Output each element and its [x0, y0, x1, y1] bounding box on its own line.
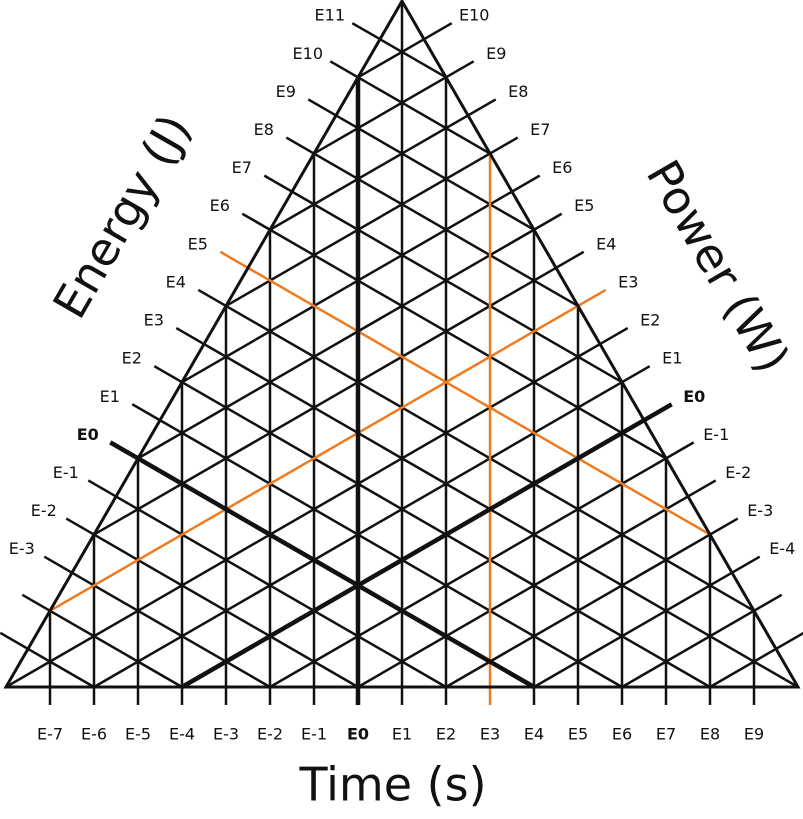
time-label: E-6 [81, 725, 107, 744]
energy-line [263, 174, 623, 384]
power-line [357, 479, 717, 689]
power-line [357, 22, 453, 79]
energy-label: E-1 [53, 463, 79, 482]
energy-line [0, 631, 95, 689]
time-label: E0 [347, 725, 369, 744]
power-label: E-1 [703, 425, 729, 444]
power-label: E0 [683, 387, 705, 406]
power-line [709, 631, 803, 689]
time-label: E6 [612, 725, 632, 744]
power-line [621, 593, 783, 689]
power-label: E-2 [725, 463, 751, 482]
time-label: E-2 [257, 725, 283, 744]
time-label: E8 [700, 725, 720, 744]
energy-label: E4 [166, 272, 186, 291]
power-label: E9 [486, 44, 506, 63]
energy-line [65, 517, 359, 689]
energy-line [197, 288, 755, 612]
power-label: E5 [574, 196, 594, 215]
power-label: E-3 [747, 501, 773, 520]
power-line [269, 98, 497, 231]
power-label: E4 [596, 234, 616, 253]
energy-line [351, 22, 447, 79]
energy-line [131, 403, 623, 689]
energy-label: E10 [293, 44, 323, 63]
power-label: E7 [530, 120, 550, 139]
energy-label: E-2 [31, 501, 57, 520]
time-label: E7 [656, 725, 676, 744]
time-label: E-7 [37, 725, 63, 744]
energy-line [21, 593, 183, 689]
energy-label: E7 [232, 158, 252, 177]
power-label: E1 [662, 349, 682, 368]
energy-line [219, 250, 711, 536]
power-label: E6 [552, 158, 572, 177]
power-line [49, 288, 607, 612]
power-label: E8 [508, 82, 528, 101]
grid [0, 0, 803, 705]
energy-label: E5 [188, 234, 208, 253]
power-title: Power (W) [636, 151, 800, 382]
energy-label: E8 [254, 120, 274, 139]
energy-label: E1 [100, 387, 120, 406]
energy-line [153, 365, 711, 689]
energy-label: E6 [210, 196, 230, 215]
energy-label: E11 [315, 6, 345, 25]
time-label: E3 [480, 725, 500, 744]
power-label: E-4 [769, 539, 795, 558]
triangle-outline [3, 0, 801, 689]
time-label: E-4 [169, 725, 195, 744]
power-line [533, 555, 761, 689]
energy-line [285, 136, 579, 308]
power-line [445, 517, 739, 689]
power-label: E10 [459, 6, 489, 25]
time-label: E5 [568, 725, 588, 744]
energy-line [87, 479, 447, 689]
power-line [93, 250, 585, 536]
time-label: E-1 [301, 725, 327, 744]
time-label: E4 [524, 725, 544, 744]
energy-label: E2 [122, 349, 142, 368]
time-label: E9 [744, 725, 764, 744]
time-label: E-5 [125, 725, 151, 744]
time-title: Time (s) [298, 758, 486, 812]
energy-line [329, 60, 491, 155]
power-line [181, 174, 541, 384]
power-line [93, 365, 651, 689]
energy-line [175, 326, 799, 689]
time-label: E2 [436, 725, 456, 744]
energy-title: Energy (J) [42, 105, 201, 327]
power-line [5, 326, 629, 689]
power-label: E2 [640, 311, 660, 330]
energy-label: E3 [144, 311, 164, 330]
energy-line [307, 98, 535, 231]
power-line [180, 402, 673, 689]
time-label: E1 [392, 725, 412, 744]
energy-label: E9 [276, 82, 296, 101]
power-line [225, 136, 519, 308]
energy-label: E-3 [9, 539, 35, 558]
energy-line [43, 555, 271, 689]
power-line [313, 60, 475, 155]
energy-label: E0 [77, 425, 99, 444]
energy-line [109, 440, 536, 689]
power-label: E3 [618, 272, 638, 291]
time-label: E-3 [213, 725, 239, 744]
power-line [269, 441, 695, 689]
